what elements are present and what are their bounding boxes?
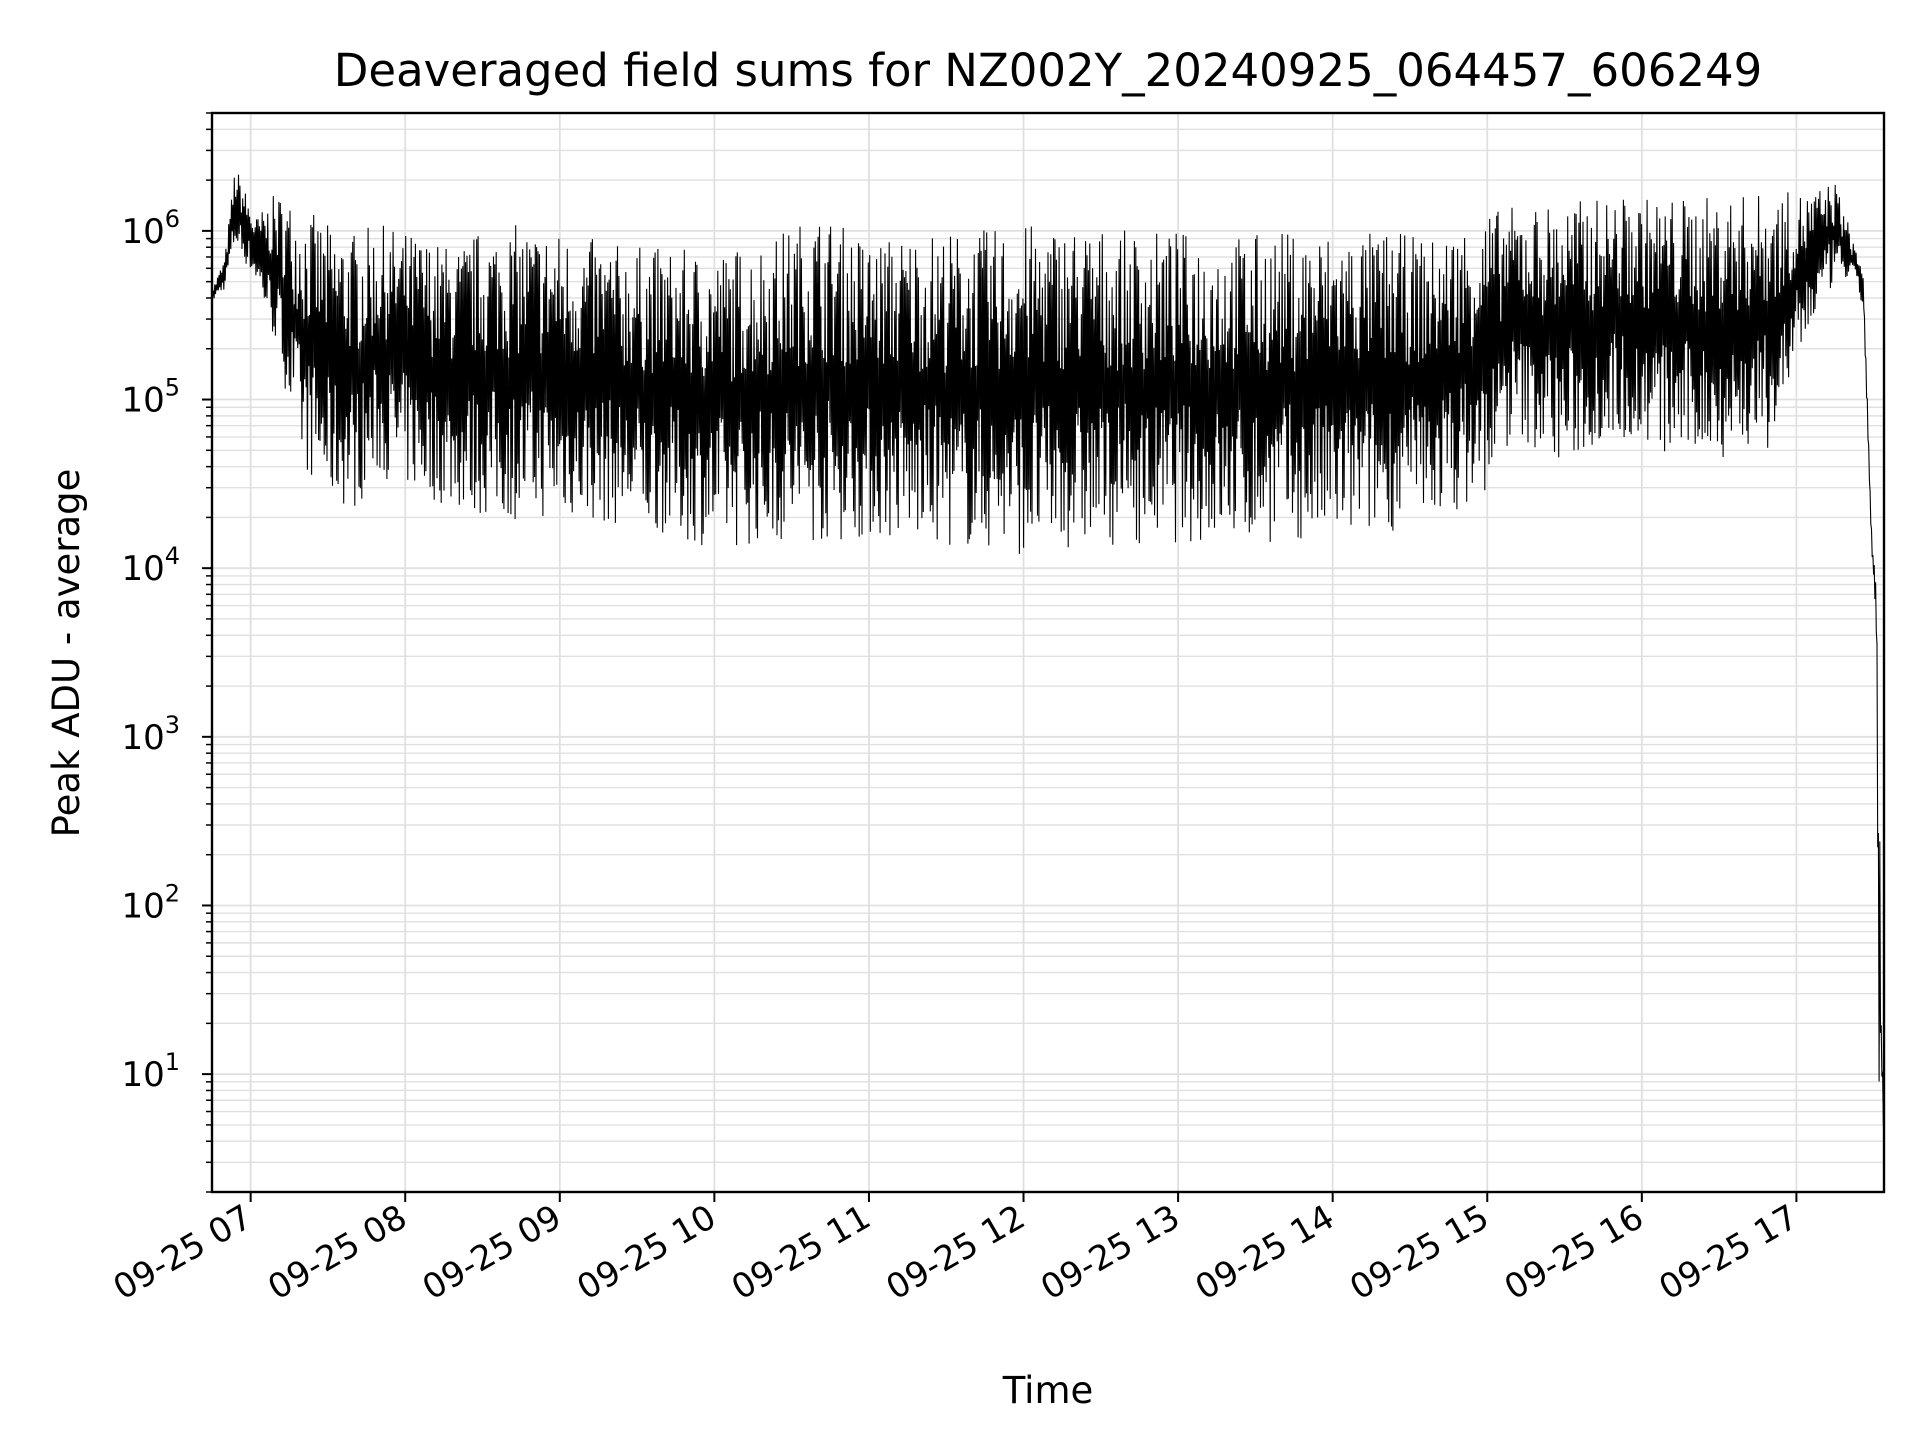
plot-frame xyxy=(210,111,1886,1194)
y-tick-label: 104 xyxy=(121,542,180,589)
y-tick-label: 105 xyxy=(121,374,180,421)
y-tick-label: 102 xyxy=(121,879,180,926)
chart-title: Deaveraged field sums for NZ002Y_2024092… xyxy=(334,44,1763,97)
y-axis: 101 102 103 104 105 106 xyxy=(121,205,212,1095)
data-series-line xyxy=(212,174,1884,1142)
y-tick-label: 103 xyxy=(121,711,180,758)
y-tick-label: 101 xyxy=(121,1048,180,1095)
y-tick-label: 106 xyxy=(121,205,180,252)
y-axis-label: Peak ADU - average xyxy=(45,469,88,838)
x-axis-label: Time xyxy=(1002,1369,1094,1412)
